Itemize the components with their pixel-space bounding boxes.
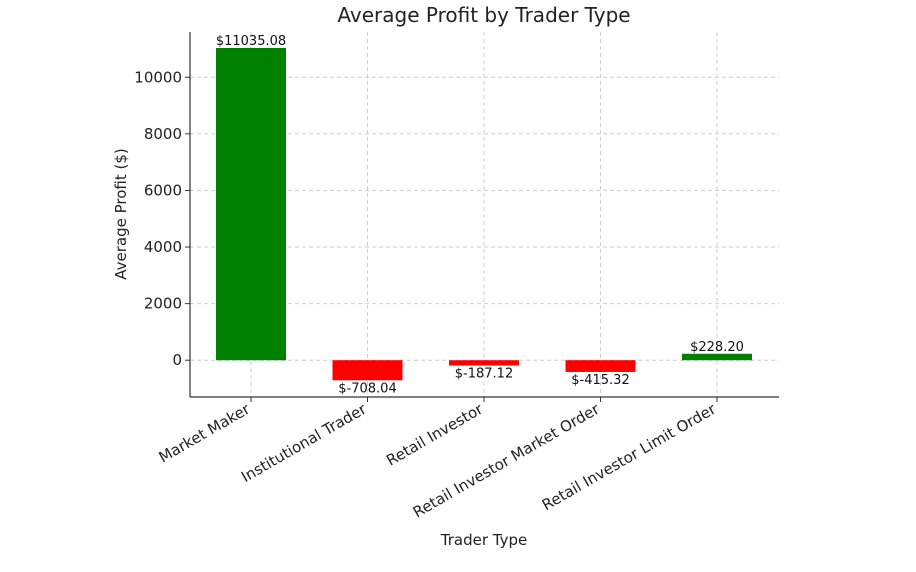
bar [682,353,752,361]
data-label: $-708.04 [338,381,396,396]
data-label: $228.20 [690,340,744,355]
chart-title: Average Profit by Trader Type [337,3,630,27]
data-label: $-415.32 [571,373,629,388]
x-tick-label: Retail Investor [383,399,486,469]
y-tick-label: 0 [172,351,182,369]
y-ticks: 0 2000 4000 6000 8000 10000 [134,68,190,369]
bars-layer [216,47,752,381]
data-labels: $11035.08 $-708.04 $-187.12 $-415.32 $228.20 [216,34,744,396]
y-tick-label: 10000 [134,68,182,86]
bar [216,47,286,361]
x-tick-label: Institutional Trader [238,399,370,486]
y-tick-label: 4000 [144,238,182,256]
data-label: $-187.12 [455,367,513,382]
x-axis-title: Trader Type [440,531,527,549]
y-tick-label: 2000 [144,295,182,313]
x-tick-label: Retail Investor Market Order [410,399,603,521]
y-tick-label: 8000 [144,125,182,143]
bar [565,360,636,372]
data-label: $11035.08 [216,34,286,49]
bar [449,360,519,366]
y-tick-label: 6000 [144,181,182,199]
y-axis-title: Average Profit ($) [112,148,130,280]
bar [332,360,403,381]
x-tick-label: Market Maker [156,399,254,466]
